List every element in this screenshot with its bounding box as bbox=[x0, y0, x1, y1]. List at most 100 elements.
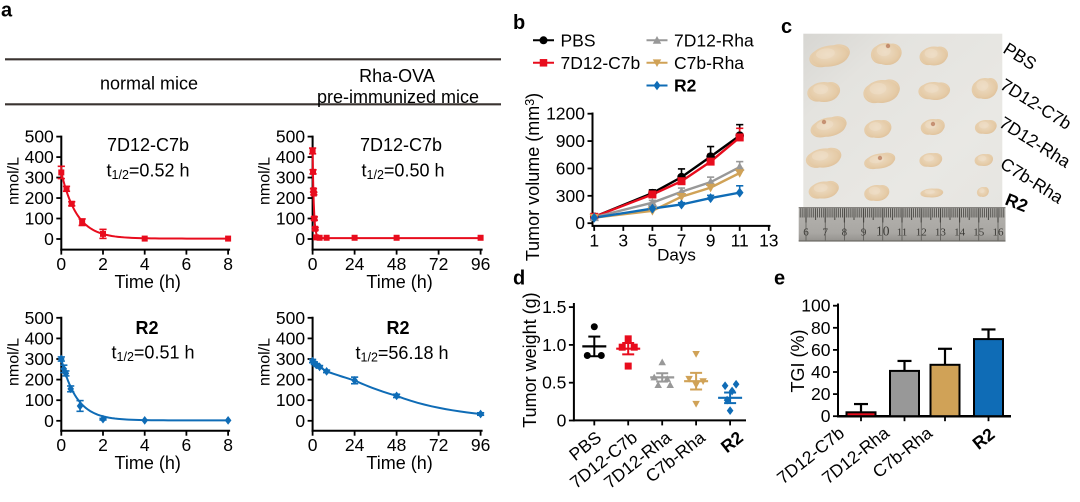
svg-text:0: 0 bbox=[44, 411, 54, 431]
svg-text:1.0: 1.0 bbox=[542, 335, 567, 355]
svg-text:300: 300 bbox=[556, 186, 585, 206]
svg-text:c: c bbox=[781, 16, 792, 38]
svg-text:2: 2 bbox=[98, 254, 108, 274]
svg-text:9: 9 bbox=[706, 230, 716, 250]
svg-text:200: 200 bbox=[25, 188, 54, 208]
svg-text:6: 6 bbox=[182, 435, 192, 455]
svg-text:0: 0 bbox=[44, 229, 54, 249]
svg-text:7: 7 bbox=[822, 226, 828, 238]
svg-text:100: 100 bbox=[801, 296, 830, 316]
svg-text:48: 48 bbox=[387, 435, 406, 455]
svg-text:a: a bbox=[1, 0, 13, 22]
svg-text:Tumor weight (g): Tumor weight (g) bbox=[520, 292, 540, 427]
svg-text:0: 0 bbox=[308, 254, 318, 274]
svg-text:500: 500 bbox=[276, 308, 305, 328]
svg-text:12: 12 bbox=[916, 226, 927, 238]
svg-text:R2: R2 bbox=[135, 318, 158, 338]
svg-text:1.5: 1.5 bbox=[542, 297, 566, 317]
svg-text:normal mice: normal mice bbox=[100, 74, 198, 94]
svg-text:Time (h): Time (h) bbox=[115, 453, 181, 473]
svg-text:72: 72 bbox=[429, 254, 448, 274]
svg-text:100: 100 bbox=[25, 209, 54, 229]
svg-text:7D12-C7b: 7D12-C7b bbox=[561, 53, 641, 73]
svg-text:pre-immunized mice: pre-immunized mice bbox=[317, 87, 479, 107]
svg-text:600: 600 bbox=[556, 158, 585, 178]
svg-text:7: 7 bbox=[677, 230, 687, 250]
svg-text:8: 8 bbox=[223, 254, 233, 274]
svg-text:500: 500 bbox=[276, 127, 305, 147]
svg-text:e: e bbox=[774, 268, 785, 290]
svg-text:7D12-Rha: 7D12-Rha bbox=[674, 30, 754, 50]
svg-text:8: 8 bbox=[223, 435, 233, 455]
svg-text:11: 11 bbox=[731, 230, 749, 250]
svg-text:nmol/L: nmol/L bbox=[5, 338, 22, 386]
svg-text:0: 0 bbox=[56, 435, 66, 455]
svg-text:Time (h): Time (h) bbox=[115, 272, 181, 292]
svg-text:R2: R2 bbox=[386, 318, 409, 338]
svg-text:100: 100 bbox=[276, 209, 305, 229]
svg-text:96: 96 bbox=[471, 254, 490, 274]
svg-text:3: 3 bbox=[618, 230, 628, 250]
svg-text:16: 16 bbox=[993, 226, 1005, 238]
svg-text:8: 8 bbox=[842, 226, 848, 238]
svg-text:40: 40 bbox=[811, 362, 831, 382]
svg-text:0: 0 bbox=[56, 254, 66, 274]
svg-text:60: 60 bbox=[811, 340, 831, 360]
svg-text:300: 300 bbox=[276, 349, 305, 369]
svg-text:0: 0 bbox=[295, 229, 305, 249]
svg-text:Rha-OVA: Rha-OVA bbox=[359, 66, 435, 86]
svg-text:0: 0 bbox=[575, 213, 585, 233]
svg-text:24: 24 bbox=[345, 435, 365, 455]
svg-text:400: 400 bbox=[25, 147, 54, 167]
svg-text:Time (h): Time (h) bbox=[366, 272, 432, 292]
svg-text:1: 1 bbox=[589, 230, 599, 250]
svg-text:4: 4 bbox=[140, 435, 150, 455]
svg-text:24: 24 bbox=[345, 254, 365, 274]
svg-text:100: 100 bbox=[276, 390, 305, 410]
svg-text:nmol/L: nmol/L bbox=[257, 338, 274, 386]
svg-text:300: 300 bbox=[25, 349, 54, 369]
svg-text:13: 13 bbox=[759, 230, 778, 250]
svg-text:0.5: 0.5 bbox=[542, 373, 566, 393]
svg-text:C7b-Rha: C7b-Rha bbox=[674, 53, 744, 73]
svg-text:48: 48 bbox=[387, 254, 406, 274]
svg-text:500: 500 bbox=[25, 308, 54, 328]
svg-text:80: 80 bbox=[811, 318, 831, 338]
svg-text:PBS: PBS bbox=[561, 30, 596, 50]
svg-text:500: 500 bbox=[25, 127, 54, 147]
svg-text:d: d bbox=[513, 268, 525, 290]
svg-text:7D12-C7b: 7D12-C7b bbox=[360, 135, 442, 155]
svg-text:0: 0 bbox=[821, 406, 831, 426]
svg-text:100: 100 bbox=[25, 390, 54, 410]
svg-text:nmol/L: nmol/L bbox=[257, 157, 274, 205]
svg-text:96: 96 bbox=[471, 435, 490, 455]
svg-text:400: 400 bbox=[276, 147, 305, 167]
svg-text:200: 200 bbox=[276, 370, 305, 390]
svg-text:1200: 1200 bbox=[546, 104, 585, 124]
svg-text:15: 15 bbox=[973, 226, 985, 238]
svg-text:300: 300 bbox=[25, 168, 54, 188]
svg-text:5: 5 bbox=[648, 230, 658, 250]
svg-text:9: 9 bbox=[861, 226, 867, 238]
svg-text:4: 4 bbox=[140, 254, 150, 274]
svg-text:72: 72 bbox=[429, 435, 448, 455]
svg-text:6: 6 bbox=[182, 254, 192, 274]
svg-text:R2: R2 bbox=[674, 76, 697, 96]
svg-text:400: 400 bbox=[25, 328, 54, 348]
svg-text:TGI (%): TGI (%) bbox=[788, 330, 808, 393]
svg-text:13: 13 bbox=[935, 226, 947, 238]
svg-text:200: 200 bbox=[276, 188, 305, 208]
svg-text:10: 10 bbox=[876, 223, 890, 238]
svg-text:Days: Days bbox=[657, 246, 696, 265]
svg-text:14: 14 bbox=[954, 226, 966, 238]
svg-text:Tumor volume (mm3): Tumor volume (mm3) bbox=[523, 93, 543, 261]
svg-text:200: 200 bbox=[25, 370, 54, 390]
svg-text:t1/2=0.52 h: t1/2=0.52 h bbox=[107, 161, 190, 183]
svg-text:11: 11 bbox=[897, 226, 908, 238]
svg-text:300: 300 bbox=[276, 168, 305, 188]
svg-text:2: 2 bbox=[98, 435, 108, 455]
svg-text:6: 6 bbox=[803, 226, 809, 238]
svg-text:0: 0 bbox=[557, 411, 567, 431]
svg-text:t1/2=56.18 h: t1/2=56.18 h bbox=[356, 343, 449, 365]
svg-text:900: 900 bbox=[556, 131, 585, 151]
